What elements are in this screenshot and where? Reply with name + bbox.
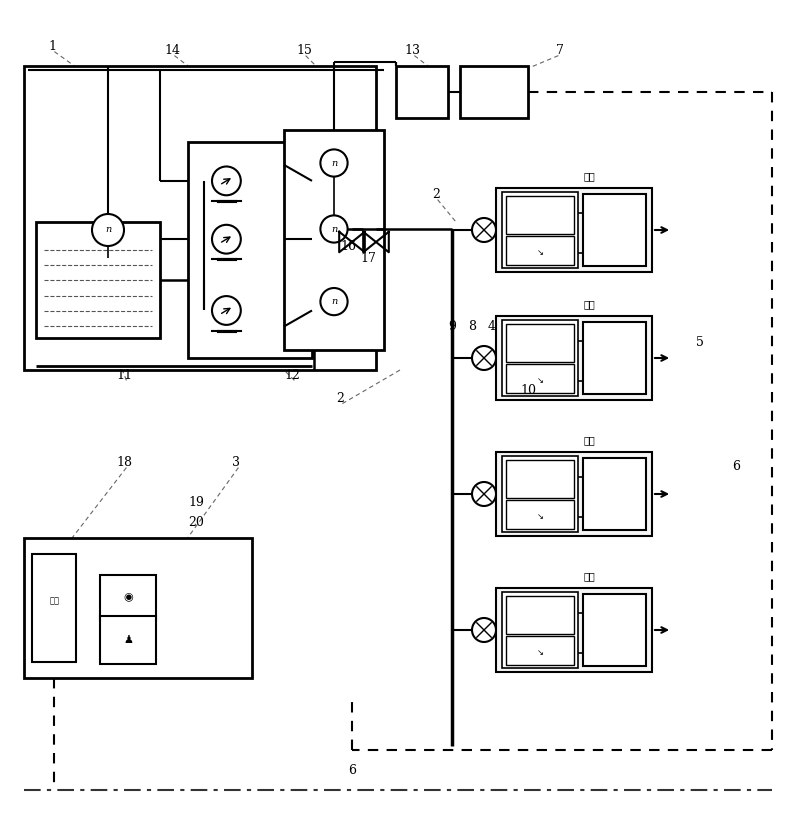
Bar: [496, 188, 652, 272]
Text: 火火: 火火: [50, 597, 59, 605]
Bar: [583, 323, 646, 394]
Text: 18: 18: [116, 456, 132, 468]
Text: 火火: 火火: [584, 435, 595, 445]
Text: n: n: [331, 297, 337, 306]
Bar: [24, 538, 252, 678]
Text: ◉: ◉: [123, 592, 133, 602]
Bar: [583, 594, 646, 665]
Bar: [100, 575, 156, 619]
Bar: [506, 236, 574, 265]
Bar: [24, 66, 376, 370]
Text: 火火: 火火: [584, 171, 595, 181]
Bar: [506, 636, 574, 665]
Circle shape: [212, 166, 241, 196]
Text: 5: 5: [696, 335, 704, 349]
Circle shape: [320, 288, 348, 315]
Circle shape: [472, 482, 496, 506]
Bar: [502, 592, 578, 668]
Text: ♟: ♟: [123, 635, 133, 645]
Bar: [506, 500, 574, 529]
Bar: [506, 196, 574, 234]
Text: 6: 6: [732, 460, 740, 472]
Text: 10: 10: [520, 384, 536, 396]
Bar: [284, 130, 384, 350]
Text: 3: 3: [232, 456, 240, 468]
Bar: [506, 596, 574, 634]
Bar: [100, 616, 156, 664]
Text: n: n: [105, 226, 111, 235]
Bar: [506, 460, 574, 497]
Text: 4: 4: [488, 319, 496, 333]
Bar: [496, 588, 652, 672]
Text: 火火: 火火: [584, 299, 595, 309]
Bar: [496, 452, 652, 536]
Bar: [502, 192, 578, 268]
Circle shape: [472, 218, 496, 242]
Text: ↘: ↘: [537, 376, 544, 385]
Text: 2: 2: [432, 187, 440, 201]
Bar: [506, 364, 574, 393]
Circle shape: [320, 150, 348, 176]
Text: 火火: 火火: [584, 571, 595, 581]
Text: 20: 20: [188, 516, 204, 528]
Text: 1: 1: [48, 39, 56, 53]
Text: n: n: [331, 159, 337, 167]
Bar: [502, 320, 578, 396]
Text: 16: 16: [340, 239, 356, 252]
Text: 14: 14: [164, 43, 180, 57]
Bar: [496, 316, 652, 400]
Text: 13: 13: [404, 43, 420, 57]
Bar: [583, 195, 646, 266]
Bar: [188, 142, 312, 358]
Text: ↘: ↘: [537, 648, 544, 657]
Bar: [32, 554, 76, 662]
Bar: [460, 66, 528, 118]
Text: 15: 15: [296, 43, 312, 57]
Bar: [396, 66, 448, 118]
Text: 7: 7: [556, 43, 564, 57]
Bar: [502, 456, 578, 532]
Circle shape: [320, 216, 348, 242]
Text: 19: 19: [188, 496, 204, 508]
Circle shape: [92, 214, 124, 246]
Bar: [36, 222, 160, 338]
Circle shape: [212, 225, 241, 253]
Text: 11: 11: [116, 370, 132, 382]
Bar: [506, 324, 574, 362]
Text: 8: 8: [468, 319, 476, 333]
Text: ↘: ↘: [537, 512, 544, 522]
Text: n: n: [331, 225, 337, 233]
Circle shape: [472, 618, 496, 642]
Text: 6: 6: [348, 763, 356, 777]
Bar: [583, 458, 646, 529]
Text: ↘: ↘: [537, 248, 544, 257]
Text: 12: 12: [284, 370, 300, 382]
Text: 2: 2: [336, 391, 344, 405]
Text: 9: 9: [448, 319, 456, 333]
Circle shape: [212, 296, 241, 325]
Circle shape: [472, 346, 496, 370]
Text: 17: 17: [360, 252, 376, 264]
